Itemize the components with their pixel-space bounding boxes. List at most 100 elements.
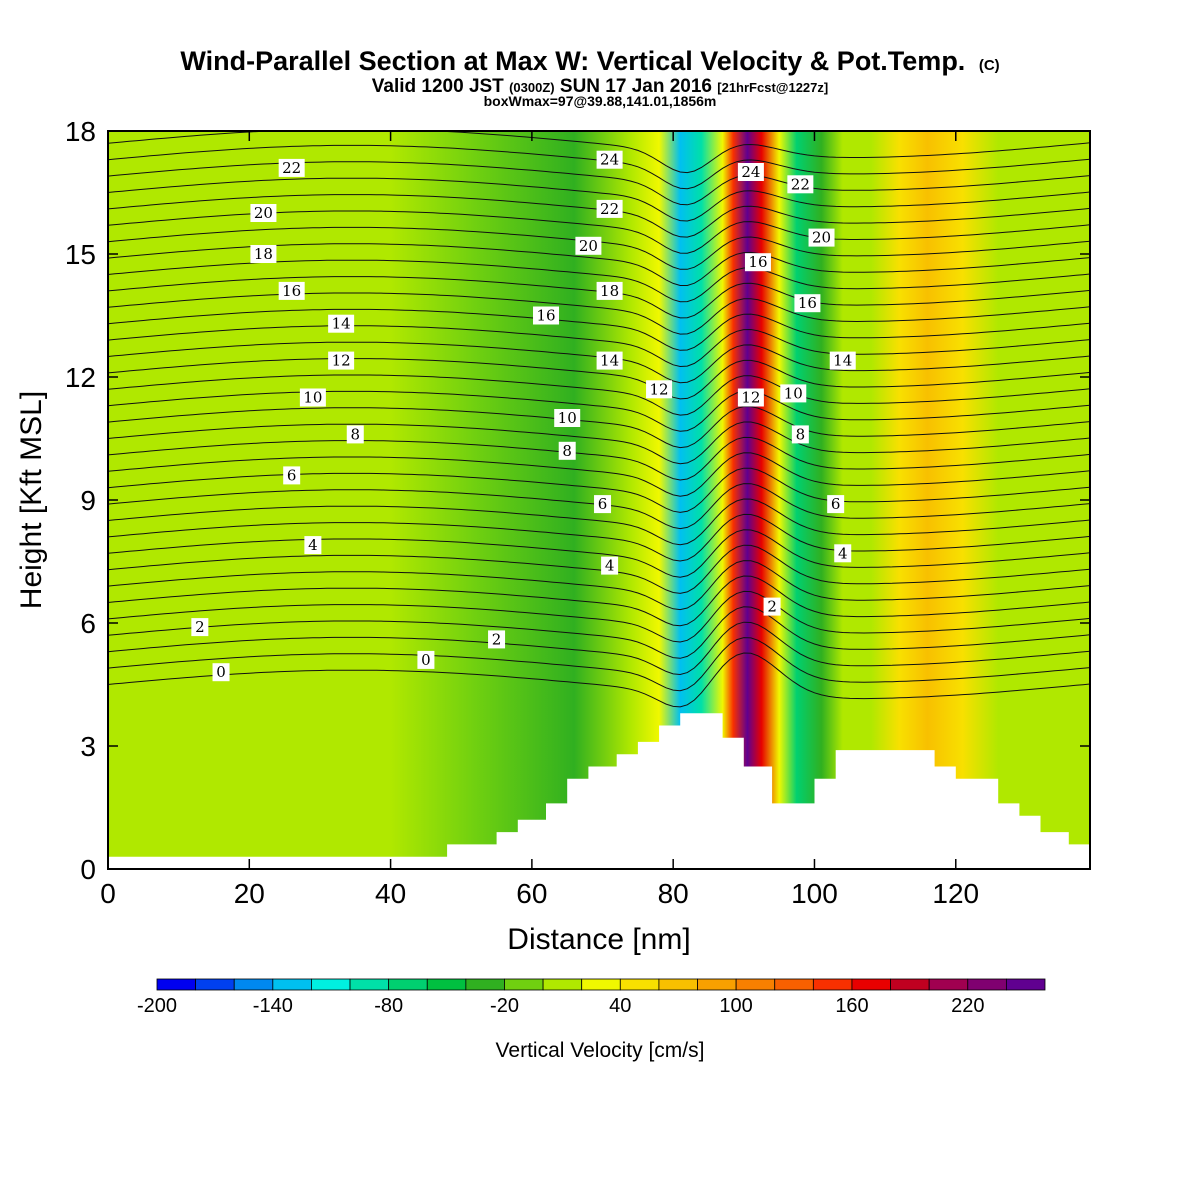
theta-contour-line [108,406,1090,449]
contour-label-box [594,495,612,514]
contour-label-text: 4 [308,536,318,554]
contour-label: 14 [328,314,355,333]
colorbar-swatch [581,978,621,991]
contour-label-text: 14 [332,315,351,333]
title-block: Wind-Parallel Section at Max W: Vertical… [180,46,999,109]
theta-contour-line [108,529,1090,578]
colorbar-swatch [311,978,351,991]
contour-label-box [575,236,602,255]
colorbar-swatch [697,978,737,991]
contour-label-box [737,163,764,181]
contour-label-box [212,663,230,682]
contour-label-box [488,630,506,649]
theta-contour-line [108,560,1090,611]
contour-label-text: 20 [812,229,831,247]
theta-contour-line [108,131,1090,174]
y-tick-label: 0 [80,854,96,885]
colorbar-swatch [272,978,312,991]
colorbar-swatch [233,978,274,991]
contour-label: 24 [596,150,623,169]
contour-label: 22 [787,175,814,194]
contour-label-box [827,495,845,514]
x-tick-label: 20 [234,878,265,909]
contour-label-box [808,228,835,247]
contour-label: 14 [596,351,623,370]
valid-time: Valid 1200 JST [372,76,504,97]
contour-label: 4 [601,556,619,575]
terrain-mask [108,713,1090,869]
colorbar-tick-label: 100 [719,995,752,1017]
contour-label-text: 6 [831,495,841,513]
contour-label-box [328,351,355,370]
y-axis: 0 3 6 9 12 15 18 [65,116,1090,885]
contour-label: 22 [278,158,305,177]
contour-label: 8 [558,441,576,460]
colorbar-swatch [890,978,930,991]
colorbar-swatch [967,978,1007,991]
contour-label: 6 [283,466,301,485]
theta-contour-line [108,513,1090,562]
contour-label-box [304,536,322,555]
colorbar-tick-label: -140 [253,995,293,1017]
contour-label-text: 8 [350,425,360,443]
contour-label-text: 20 [579,237,598,255]
contour-label-text: 4 [838,544,848,562]
contour-label: 22 [596,199,623,218]
colorbar-title: Vertical Velocity [cm/s] [496,1039,705,1062]
contour-label: 10 [299,388,326,407]
colorbar-swatch [465,978,505,991]
contour-label-box [791,425,809,444]
contour-label-text: 24 [600,151,619,169]
contour-label-text: 0 [216,663,226,681]
contour-label-text: 6 [598,495,608,513]
contour-label: 20 [250,204,277,222]
contour-label: 2 [763,597,781,616]
contour-label-box [763,597,781,616]
contour-label: 12 [328,351,355,370]
theta-contour-line [108,390,1090,432]
colorbar-swatch [735,978,776,991]
colorbar-swatch [349,978,390,991]
x-tick-label: 80 [658,878,689,909]
colorbar-swatch [774,978,814,991]
contour-label-text: 16 [798,294,817,312]
y-tick-label: 6 [80,608,96,639]
theta-contour-line [108,161,1090,206]
contour-label-box [558,441,576,460]
contour-label-text: 22 [791,175,810,193]
contour-label-text: 22 [282,159,301,177]
contour-label-box [533,306,560,325]
contour-label-text: 10 [303,389,322,407]
colorbar-swatch [504,978,544,991]
contour-label-box [780,384,807,403]
theta-contour-line [108,575,1090,627]
contour-label-box [554,409,581,427]
theta-contour-line [108,544,1090,594]
contour-label: 12 [737,388,764,407]
x-axis-label: Distance [nm] [507,923,690,956]
contour-label-box [250,245,277,263]
contour-label-box [417,650,435,669]
theta-contour-line [108,621,1090,676]
contour-label-text: 12 [332,352,351,370]
contour-label: 20 [575,236,602,255]
colorbar-tick-label: 220 [951,995,984,1017]
contour-label-box [191,618,209,637]
x-tick-label: 0 [100,878,116,909]
colorbar-swatch [388,978,428,991]
contour-label-text: 8 [796,425,806,443]
contour-label-box [596,199,623,218]
chart-title: Wind-Parallel Section at Max W: Vertical… [180,46,965,76]
contour-label-text: 4 [605,557,615,575]
contour-label: 16 [278,281,305,300]
contour-label: 10 [554,409,581,427]
colorbar-swatch [851,978,891,991]
contour-label-text: 8 [562,442,572,460]
colorbar-ticks: -200 -140 -80 -20 40 100 160 220 [137,995,985,1017]
theta-contour-line [108,637,1090,692]
theta-contour-line [108,325,1090,368]
contour-label: 24 [737,163,764,181]
y-tick-label: 3 [80,731,96,762]
